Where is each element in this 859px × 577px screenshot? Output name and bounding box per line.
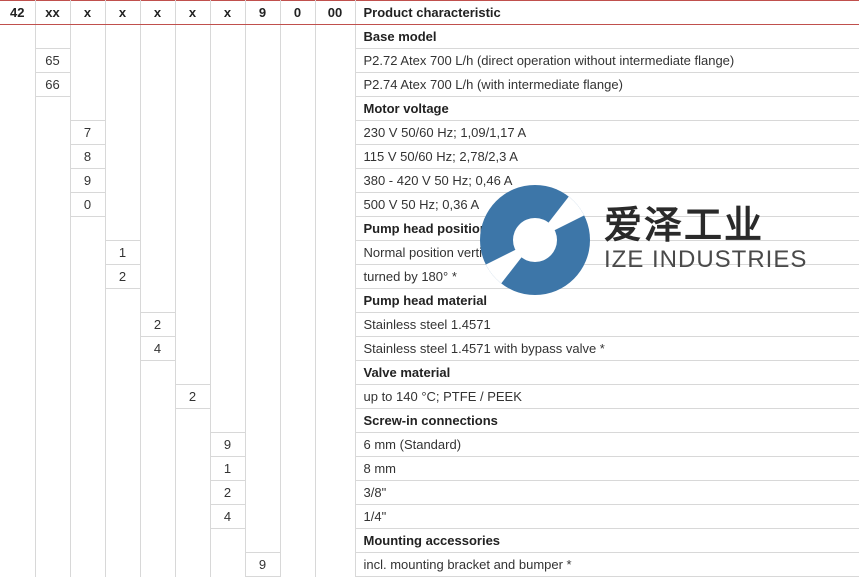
code-5-1: 1 xyxy=(210,457,245,481)
desc-2-1: turned by 180° * xyxy=(355,265,859,289)
desc-1-2: 380 - 420 V 50 Hz; 0,46 A xyxy=(355,169,859,193)
code-2-1: 2 xyxy=(105,265,140,289)
section-title-2: Pump head position xyxy=(355,217,859,241)
desc-0-0: P2.72 Atex 700 L/h (direct operation wit… xyxy=(355,49,859,73)
desc-0-1: P2.74 Atex 700 L/h (with intermediate fl… xyxy=(355,73,859,97)
desc-3-0: Stainless steel 1.4571 xyxy=(355,313,859,337)
header-code-8: 0 xyxy=(280,1,315,25)
header-code-6: x xyxy=(210,1,245,25)
code-4-0: 2 xyxy=(175,385,210,409)
code-5-0: 9 xyxy=(210,433,245,457)
desc-1-0: 230 V 50/60 Hz; 1,09/1,17 A xyxy=(355,121,859,145)
code-3-0: 2 xyxy=(140,313,175,337)
desc-2-0: Normal position vertical xyxy=(355,241,859,265)
section-title-1: Motor voltage xyxy=(355,97,859,121)
code-1-3: 0 xyxy=(70,193,105,217)
code-5-2: 2 xyxy=(210,481,245,505)
code-2-0: 1 xyxy=(105,241,140,265)
desc-1-3: 500 V 50 Hz; 0,36 A xyxy=(355,193,859,217)
code-1-2: 9 xyxy=(70,169,105,193)
section-title-3: Pump head material xyxy=(355,289,859,313)
section-title-5: Screw-in connections xyxy=(355,409,859,433)
desc-1-1: 115 V 50/60 Hz; 2,78/2,3 A xyxy=(355,145,859,169)
code-0-0: 65 xyxy=(35,49,70,73)
desc-5-2: 3/8" xyxy=(355,481,859,505)
desc-6-0: incl. mounting bracket and bumper * xyxy=(355,553,859,577)
desc-5-3: 1/4" xyxy=(355,505,859,529)
code-0-1: 66 xyxy=(35,73,70,97)
desc-5-0: 6 mm (Standard) xyxy=(355,433,859,457)
header-code-1: xx xyxy=(35,1,70,25)
header-code-7: 9 xyxy=(245,1,280,25)
section-title-4: Valve material xyxy=(355,361,859,385)
code-1-0: 7 xyxy=(70,121,105,145)
header-code-5: x xyxy=(175,1,210,25)
section-title-6: Mounting accessories xyxy=(355,529,859,553)
code-6-0: 9 xyxy=(245,553,280,577)
header-code-4: x xyxy=(140,1,175,25)
desc-4-0: up to 140 °C; PTFE / PEEK xyxy=(355,385,859,409)
header-code-2: x xyxy=(70,1,105,25)
header-code-3: x xyxy=(105,1,140,25)
header-code-0: 42 xyxy=(0,1,35,25)
code-1-1: 8 xyxy=(70,145,105,169)
code-3-1: 4 xyxy=(140,337,175,361)
desc-3-1: Stainless steel 1.4571 with bypass valve… xyxy=(355,337,859,361)
section-title-0: Base model xyxy=(355,25,859,49)
product-code-table: 42xxxxxxx9000Product characteristicBase … xyxy=(0,0,859,577)
code-5-3: 4 xyxy=(210,505,245,529)
header-code-9: 00 xyxy=(315,1,355,25)
header-label: Product characteristic xyxy=(355,1,859,25)
desc-5-1: 8 mm xyxy=(355,457,859,481)
